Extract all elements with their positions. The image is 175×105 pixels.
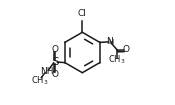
- Text: O: O: [52, 70, 59, 79]
- Text: CH$_3$: CH$_3$: [108, 54, 126, 66]
- Text: NH: NH: [40, 67, 53, 76]
- Text: H: H: [125, 50, 130, 55]
- Text: N: N: [106, 37, 113, 46]
- Text: CH$_3$: CH$_3$: [31, 74, 48, 87]
- Text: S: S: [52, 57, 59, 67]
- Text: O: O: [122, 45, 130, 54]
- Text: O: O: [52, 45, 59, 54]
- Text: Cl: Cl: [78, 9, 87, 18]
- Text: H: H: [108, 39, 114, 45]
